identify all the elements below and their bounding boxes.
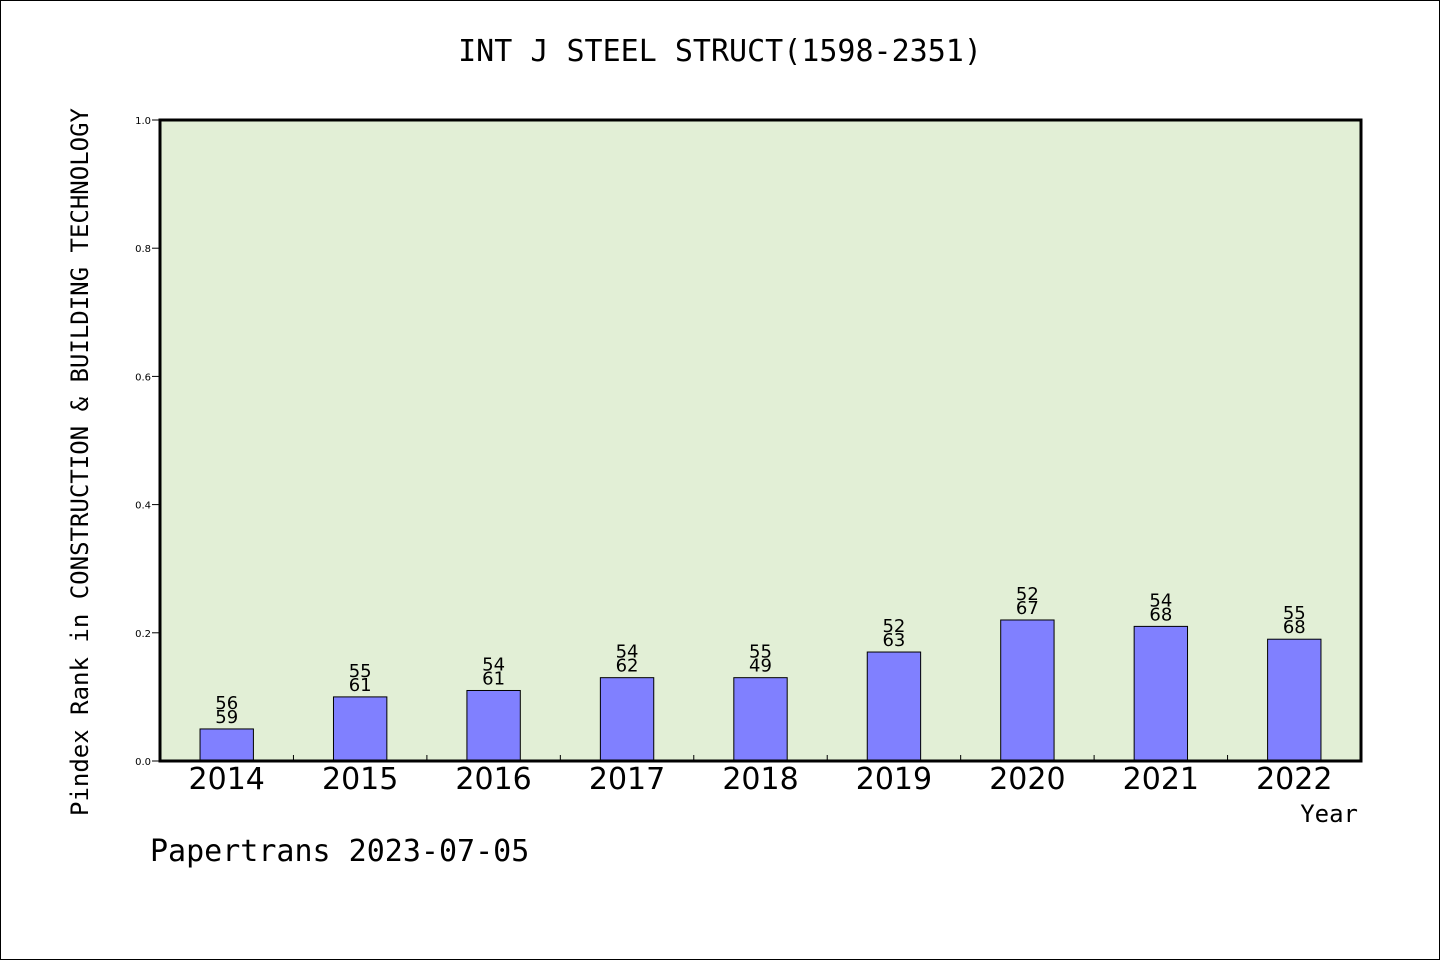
x-axis-label: Year: [1300, 800, 1358, 828]
bar-2022: [1267, 638, 1322, 762]
bar-label-bottom: 61: [482, 668, 505, 689]
bar-2017: [599, 677, 655, 762]
bar-label-top: 54: [1149, 590, 1172, 611]
x-axis-ticks: 2014 2015 2016 2017 2018 2019 2020 2021 2022: [189, 755, 1332, 797]
bar-label-top: 54: [616, 642, 639, 663]
y-tick-label: 0.2: [135, 629, 151, 640]
bar-label-top: 52: [882, 616, 905, 637]
x-tick-label: 2022: [1256, 762, 1332, 797]
bar-label-bottom: 61: [349, 675, 372, 696]
bar-2018: [733, 677, 788, 762]
bar-2015: [332, 696, 388, 762]
x-tick-label: 2015: [322, 762, 398, 797]
bar-2014: [199, 728, 254, 762]
x-tick-label: 2016: [455, 762, 531, 797]
bar-label-bottom: 62: [616, 656, 639, 677]
bar-2019: [866, 651, 922, 762]
bar-2016: [466, 689, 521, 762]
bar-label-top: 55: [1283, 603, 1306, 624]
bar-2021: [1133, 625, 1189, 762]
bar-label-bottom: 67: [1016, 598, 1039, 619]
footer-credit: Papertrans 2023-07-05: [150, 834, 530, 869]
y-tick-label: 0.6: [135, 372, 151, 383]
y-tick-label: 0.8: [135, 244, 151, 255]
bar-label-top: 56: [215, 693, 238, 714]
bar-label-top: 54: [482, 654, 505, 675]
bar-label-bottom: 68: [1283, 617, 1306, 638]
bar-label-top: 55: [349, 661, 372, 682]
y-tick-label: 1.0: [135, 116, 151, 127]
bar-label-bottom: 68: [1149, 604, 1172, 625]
bar-label-bottom: 49: [749, 656, 772, 677]
bar-2020: [1000, 619, 1055, 762]
x-tick-label: 2014: [189, 762, 265, 797]
x-tick-label: 2017: [589, 762, 665, 797]
chart-title: INT J STEEL STRUCT(1598-2351): [458, 34, 982, 69]
x-tick-label: 2020: [989, 762, 1065, 797]
y-tick-label: 0.0: [135, 757, 151, 768]
y-tick-label: 0.4: [135, 501, 151, 512]
bar-label-top: 55: [749, 642, 772, 663]
x-tick-label: 2021: [1123, 762, 1199, 797]
y-axis-ticks: 0.0 0.2 0.4 0.6 0.8 1.0: [135, 116, 160, 768]
bar-label-bottom: 59: [215, 707, 238, 728]
plot-border: [158, 118, 1363, 763]
x-tick-label: 2018: [722, 762, 798, 797]
x-tick-label: 2019: [856, 762, 932, 797]
bar-label-top: 52: [1016, 584, 1039, 605]
bar-label-bottom: 63: [882, 630, 905, 651]
